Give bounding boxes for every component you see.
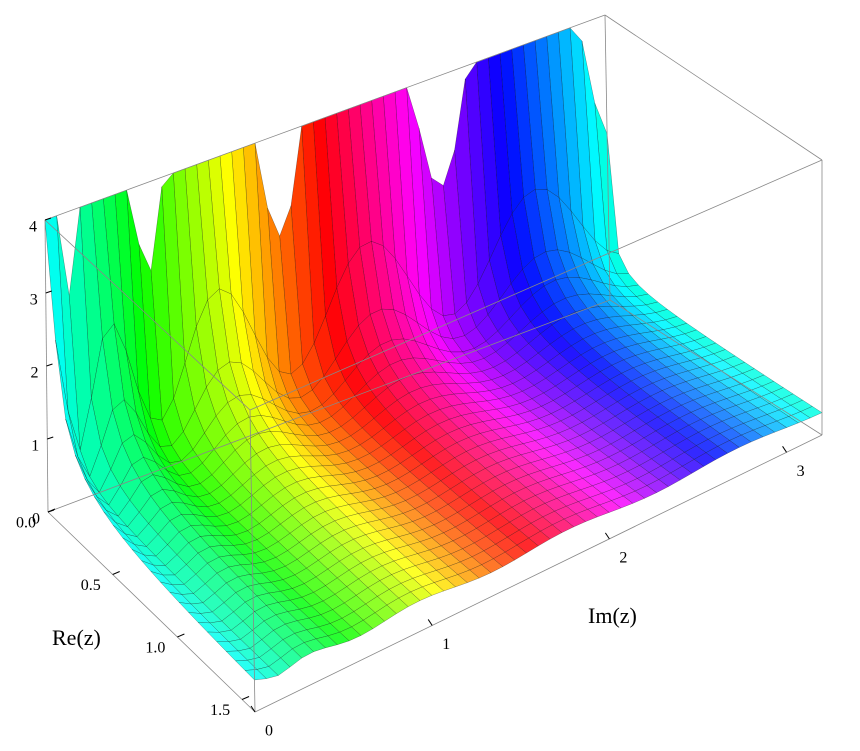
x-tick-label: 0 bbox=[265, 723, 273, 740]
box-edge bbox=[609, 299, 823, 436]
z-tick-label: 4 bbox=[29, 219, 37, 236]
y-tick bbox=[241, 696, 250, 700]
z-tick bbox=[47, 436, 54, 440]
x-tick bbox=[782, 446, 787, 453]
box-edge bbox=[47, 299, 611, 513]
y-tick-label: 0.5 bbox=[81, 577, 101, 594]
box-edge bbox=[249, 409, 256, 713]
y-tick-label: 0.0 bbox=[16, 515, 36, 532]
box-edge bbox=[604, 14, 823, 161]
y-tick bbox=[177, 633, 185, 638]
z-tick bbox=[45, 290, 52, 294]
box-edge bbox=[249, 159, 823, 411]
surface-patch bbox=[244, 669, 267, 681]
x-tick bbox=[250, 705, 256, 713]
x-axis-label: Im(z) bbox=[588, 603, 637, 628]
x-tick-label: 3 bbox=[797, 463, 805, 480]
y-tick bbox=[112, 571, 120, 575]
z-tick-label: 0 bbox=[32, 511, 40, 528]
x-tick-label: 2 bbox=[619, 550, 627, 567]
x-tick bbox=[604, 532, 610, 540]
box-edge bbox=[254, 434, 823, 713]
surface bbox=[44, 27, 823, 681]
x-tick-label: 1 bbox=[442, 636, 450, 653]
box-edge bbox=[604, 14, 611, 301]
z-tick bbox=[46, 363, 53, 367]
y-tick-label: 1.0 bbox=[145, 640, 165, 657]
z-tick-label: 2 bbox=[31, 365, 39, 382]
box-edge bbox=[44, 219, 251, 411]
y-axis-label: Re(z) bbox=[52, 625, 101, 650]
box-edge bbox=[44, 14, 606, 221]
box-edge bbox=[47, 511, 256, 713]
bounding-box: 0 1 2 3 4 0.0 0.5 1.0 1.5 0 1 2 3 bbox=[16, 14, 823, 740]
z-tick-label: 3 bbox=[30, 292, 38, 309]
y-tick bbox=[47, 508, 56, 513]
x-tick bbox=[427, 619, 433, 626]
z-tick-label: 1 bbox=[31, 438, 39, 455]
y-tick-label: 1.5 bbox=[210, 702, 230, 719]
z-tick bbox=[44, 217, 52, 221]
